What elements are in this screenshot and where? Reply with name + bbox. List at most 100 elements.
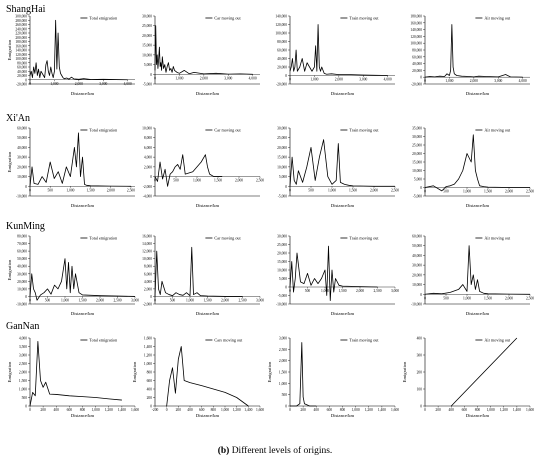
chart-2-3-series-line <box>424 245 531 295</box>
chart-3-1-ytick-label-4: 800 <box>147 371 153 375</box>
chart-0-2-xtick-label-0: 0 <box>289 78 291 82</box>
chart-3-1-ylabel: Emigration <box>132 361 137 382</box>
chart-0-3-xtick-label-0: 0 <box>424 79 426 83</box>
chart-3-2-xtick-label-5: 1,000 <box>352 408 360 413</box>
chart-3-1-xlabel: Distance/km <box>196 413 220 418</box>
chart-0-0-xtick-label-4: 4,000 <box>124 82 132 87</box>
chart-2-2-ytick-label-1: -5,000 <box>278 294 287 299</box>
chart-0-0-xtick-label-3: 3,000 <box>99 82 107 87</box>
chart-3-1-ytick-label-3: 600 <box>147 379 153 383</box>
chart-1-2-xtick-label-2: 1,000 <box>328 188 336 193</box>
chart-3-2-xlabel: Distance/km <box>331 413 355 418</box>
chart-2-3-xtick-label-5: 2,500 <box>526 296 534 301</box>
chart-1-3-ytick-label-1: 0 <box>420 186 422 190</box>
chart-3-1-xtick-label-9: 1,600 <box>256 408 264 413</box>
chart-3-2-xtick-label-6: 1,200 <box>365 408 373 413</box>
chart-1-1-xlabel: Distance/km <box>196 203 220 208</box>
chart-0-1-xtick-label-2: 2,000 <box>200 76 208 81</box>
chart-1-3-xlabel: Distance/km <box>466 203 490 208</box>
chart-0-1-xtick-label-4: 4,000 <box>249 76 257 81</box>
chart-2-2-xtick-label-0: 0 <box>289 289 291 293</box>
chart-2-1-ytick-label-5: 8,000 <box>144 265 152 270</box>
chart-3-0-ylabel: Emigration <box>7 361 12 382</box>
chart-3-0-ytick-label-7: 3,500 <box>19 345 27 350</box>
chart-3-2-xtick-label-1: 200 <box>300 408 306 412</box>
chart-2-3-ytick-label-7: 60,000 <box>412 235 422 240</box>
chart-2-0-xtick-label-5: 2,500 <box>113 298 121 303</box>
chart-3-0-xtick-label-6: 1,200 <box>105 408 113 413</box>
chart-1-3-xtick-label-2: 1,000 <box>463 190 471 195</box>
chart-2-3-xtick-label-0: 0 <box>424 296 426 300</box>
chart-2-2-xtick-label-2: 1,000 <box>321 289 329 294</box>
chart-2-0-ytick-label-3: 20,000 <box>17 280 27 285</box>
chart-2-1-ytick-label-8: 14,000 <box>142 242 152 247</box>
chart-2-0-xtick-label-3: 1,500 <box>78 298 86 303</box>
chart-0-3-ytick-label-4: 60,000 <box>412 55 422 60</box>
chart-1-2-xtick-label-1: 500 <box>308 188 314 192</box>
chart-1-0-ytick-label-5: 40,000 <box>17 146 27 151</box>
chart-2-0-ytick-label-8: 70,000 <box>17 242 27 247</box>
chart-0-2-ytick-label-4: 60,000 <box>277 49 287 54</box>
chart-1-2-ytick-label-6: 25,000 <box>277 136 287 141</box>
chart-3-3-ytick-label-1: 100 <box>417 388 423 392</box>
chart-2-2-xtick-label-3: 1,500 <box>338 289 346 294</box>
chart-2-0-xtick-label-2: 1,000 <box>61 298 69 303</box>
chart-3-2-ytick-label-4: 2,000 <box>279 359 287 364</box>
chart-1-3-ytick-label-8: 35,000 <box>412 127 422 132</box>
chart-3-1-ytick-label-5: 1,000 <box>144 362 152 367</box>
chart-2-0-xtick-label-0: 0 <box>29 298 31 302</box>
chart-0-2-xlabel: Distance/km <box>331 91 355 96</box>
chart-1-3-xtick-label-1: 500 <box>443 190 449 194</box>
chart-3-1-xtick-label-3: 400 <box>187 408 193 412</box>
chart-2-3-ytick-label-3: 20,000 <box>412 273 422 278</box>
chart-0-3-ytick-label-3: 40,000 <box>412 62 422 67</box>
chart-2-1-ytick-label-9: 16,000 <box>142 235 152 240</box>
chart-1-0-xtick-label-1: 500 <box>47 188 53 192</box>
chart-1-0-xtick-label-2: 1,000 <box>66 188 74 193</box>
chart-3-1-xtick-label-5: 800 <box>211 408 217 412</box>
chart-0-1-ytick-label-5: 20,000 <box>142 34 152 39</box>
chart-3-3-series-line <box>450 337 518 407</box>
chart-3-2-legend-label: Train moving out <box>349 338 379 343</box>
chart-1-1-xtick-label-3: 1,500 <box>214 179 222 184</box>
chart-3-2-xtick-label-2: 400 <box>314 408 320 412</box>
chart-1-2-series-line <box>289 139 395 187</box>
chart-3-1-xtick-label-7: 1,200 <box>233 408 241 413</box>
chart-0-2-xtick-label-3: 3,000 <box>359 78 367 83</box>
chart-3-3-xtick-label-8: 1,600 <box>526 408 534 413</box>
chart-1-2-ytick-label-0: -5,000 <box>278 195 287 200</box>
chart-2-1-xtick-label-3: 1,500 <box>203 298 211 303</box>
chart-3-0-xtick-label-7: 1,400 <box>118 408 126 413</box>
chart-1-2-xtick-label-0: 0 <box>289 188 291 192</box>
chart-1-1-xtick-label-5: 2,500 <box>256 179 264 184</box>
chart-2-3-ytick-label-2: 10,000 <box>412 283 422 288</box>
chart-1-3-ytick-label-7: 30,000 <box>412 135 422 140</box>
chart-3-1-xtick-label-8: 1,400 <box>244 408 252 413</box>
chart-0-3-ytick-label-0: -20,000 <box>411 83 422 88</box>
chart-3-3-xtick-label-4: 800 <box>475 408 481 412</box>
chart-3-2-xtick-label-4: 800 <box>340 408 346 412</box>
chart-3-2-ytick-label-6: 3,000 <box>279 337 287 342</box>
chart-3-2-xtick-label-0: 0 <box>289 408 291 412</box>
chart-3-1-ytick-label-0: 0 <box>150 405 152 409</box>
chart-1-3-legend-label: Air moving out <box>484 128 511 133</box>
chart-0-3-ytick-label-2: 20,000 <box>412 69 422 74</box>
chart-1-3-ytick-label-2: 5,000 <box>414 178 422 183</box>
chart-0-2-ytick-label-3: 40,000 <box>277 57 287 62</box>
chart-1-3-xtick-label-3: 1,500 <box>484 190 492 195</box>
chart-0-0-ytick-label-12: 220,000 <box>15 32 27 37</box>
chart-0-0-ytick-label-9: 160,000 <box>15 44 27 49</box>
chart-0-1-ytick-label-4: 15,000 <box>142 44 152 49</box>
chart-3-3-legend-label: Air moving out <box>484 338 511 343</box>
chart-2-0-ytick-label-6: 50,000 <box>17 257 27 262</box>
chart-1-1-ytick-label-2: 0 <box>150 175 152 179</box>
chart-1-3-xtick-label-4: 2,000 <box>505 190 513 195</box>
chart-1-2-ytick-label-7: 30,000 <box>277 127 287 132</box>
chart-3-2-ytick-label-0: 0 <box>285 405 287 409</box>
chart-2-1-ytick-label-2: 2,000 <box>144 287 152 292</box>
chart-2-0-ytick-label-2: 10,000 <box>17 287 27 292</box>
chart-3-1-ytick-label-7: 1,400 <box>144 345 152 350</box>
chart-0-1-xtick-label-1: 1,000 <box>175 76 183 81</box>
